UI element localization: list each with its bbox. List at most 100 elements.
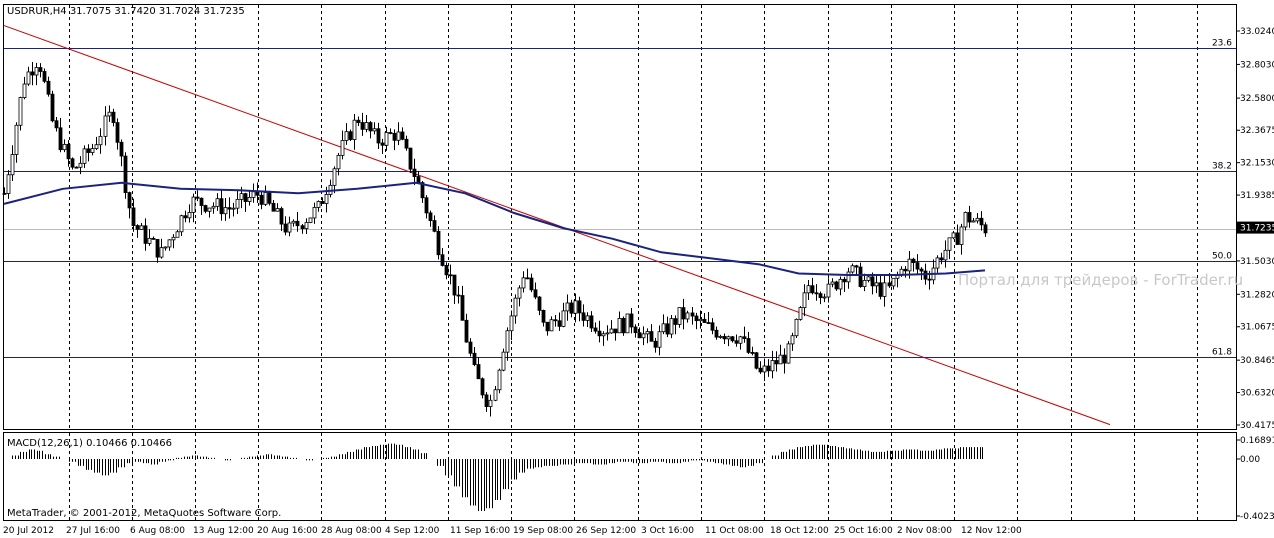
candle-body: [939, 257, 944, 261]
price-tick-label: 31.2820: [1240, 290, 1274, 300]
time-tick-label: 11 Sep 16:00: [450, 526, 510, 536]
candle-body: [665, 323, 670, 335]
time-tick-label: 20 Aug 16:00: [257, 526, 318, 536]
candle-body: [199, 197, 204, 206]
moving-average: [3, 181, 986, 276]
candle-body: [271, 202, 276, 212]
candle-body: [123, 155, 128, 193]
candle-body: [191, 196, 196, 213]
macd-histogram: [12, 443, 983, 511]
macd-axis: 0.16891 0.00 -0.40234: [1236, 436, 1274, 522]
candle-body: [247, 196, 252, 202]
candle-body: [267, 192, 272, 204]
candle-body: [862, 279, 867, 287]
candle-body: [919, 268, 924, 272]
candle-body: [183, 215, 188, 219]
candle-body: [62, 143, 67, 151]
candle-body: [613, 328, 618, 334]
time-tick-label: 28 Aug 08:00: [321, 526, 382, 536]
time-tick-label: 12 Nov 12:00: [961, 526, 1022, 536]
candle-body: [424, 197, 429, 214]
candle-body: [476, 364, 481, 380]
candle-body: [621, 318, 626, 334]
candle-body: [677, 307, 682, 325]
candle-body: [115, 122, 120, 143]
candle-body: [573, 300, 578, 314]
candle-body: [778, 354, 783, 365]
candle-body: [661, 323, 666, 333]
candle-body: [722, 336, 727, 340]
moving-average-line: [3, 181, 986, 276]
time-tick-label: 25 Oct 16:00: [834, 526, 893, 536]
candle-body: [673, 318, 678, 325]
time-axis: 20 Jul 2012 27 Jul 16:00 6 Aug 08:00 13 Aug…: [3, 526, 1022, 536]
grid: [3, 5, 1236, 520]
candle-body: [794, 318, 799, 337]
candle-body: [734, 340, 739, 344]
candle-body: [826, 283, 831, 298]
candle-body: [629, 313, 634, 328]
candle-body: [46, 80, 51, 95]
candle-body: [207, 207, 212, 212]
candle-body: [854, 265, 859, 268]
candle-body: [295, 220, 300, 227]
fib-label-61.8: 61.8: [1212, 348, 1232, 358]
candle-body: [694, 315, 699, 322]
candle-body: [464, 319, 469, 343]
candle-body: [187, 212, 192, 219]
candle-body: [416, 176, 421, 184]
fib-label-23.6: 23.6: [1212, 39, 1232, 49]
candle-body: [78, 162, 83, 168]
candle-body: [726, 336, 731, 340]
candle-body: [195, 196, 200, 199]
candle-body: [963, 212, 968, 228]
candle-body: [915, 262, 920, 270]
candle-body: [501, 351, 506, 371]
candle-body: [448, 274, 453, 277]
candle-body: [706, 322, 711, 324]
candle-body: [54, 120, 59, 129]
price-tick-label: 32.1530: [1240, 159, 1274, 169]
watermark: Портал для трейдеров - ForTrader.ru: [958, 271, 1243, 289]
candle-body: [521, 277, 526, 289]
candle-body: [505, 330, 510, 353]
candle-body: [58, 127, 63, 151]
current-price-label: 31.7235: [1240, 224, 1274, 234]
candle-body: [561, 310, 566, 327]
candle-body: [746, 338, 751, 353]
candle-body: [243, 193, 248, 202]
macd-tick-label: 0.00: [1240, 455, 1260, 465]
candle-body: [738, 336, 743, 344]
price-tick-label: 30.8465: [1240, 356, 1274, 366]
candle-body: [822, 296, 827, 299]
candle-body: [308, 217, 313, 223]
candle-body: [903, 268, 908, 272]
candle-body: [975, 217, 980, 222]
trendline: [3, 25, 1111, 426]
candle-body: [42, 71, 47, 82]
candle-body: [432, 220, 437, 232]
candle-body: [50, 93, 55, 122]
candle-body: [251, 191, 256, 198]
candle-body: [135, 225, 140, 230]
candle-body: [565, 302, 570, 312]
candle-body: [838, 278, 843, 290]
candle-body: [810, 285, 815, 294]
candle-body: [167, 239, 172, 248]
candle-body: [653, 340, 658, 348]
time-tick-label: 26 Sep 12:00: [576, 526, 636, 536]
candle-body: [798, 307, 803, 320]
price-tick-label: 32.8030: [1240, 60, 1274, 70]
candle-body: [718, 336, 723, 338]
candle-body: [657, 331, 662, 348]
candle-body: [151, 237, 156, 240]
price-tick-label: 31.5030: [1240, 257, 1274, 267]
candle-body: [94, 144, 99, 149]
candle-body: [714, 329, 719, 338]
candle-body: [396, 131, 401, 141]
candle-body: [368, 122, 373, 132]
candle-body: [593, 327, 598, 332]
candle-body: [907, 258, 912, 272]
candle-body: [742, 336, 747, 339]
